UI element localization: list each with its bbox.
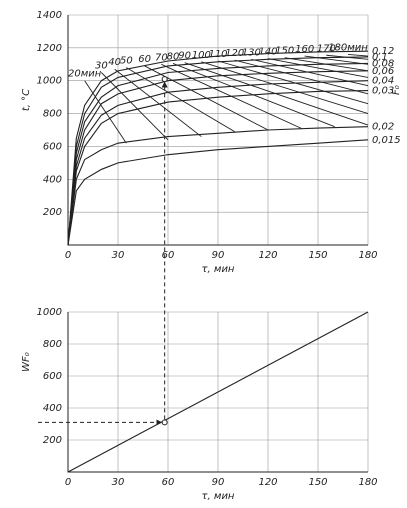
x-tick-label: 90 [212, 250, 225, 261]
isochrone-line [217, 60, 369, 105]
isochrone-line [304, 55, 369, 65]
isochrone-label: 150 [275, 46, 294, 57]
y-tick-label: 1200 [37, 43, 62, 54]
isochrone-label: 90 [178, 51, 191, 62]
isochrone-label: 40 [108, 57, 121, 68]
isochrone-label: 110 [208, 49, 227, 60]
isochrone-label: 180мин [328, 42, 368, 53]
series-label: 0,04 [372, 76, 394, 87]
x-axis-label: τ, мин [202, 264, 235, 275]
series-label: 0,1 [372, 52, 388, 63]
isochrone-label: 100 [192, 50, 211, 61]
isochrone-line [267, 58, 369, 78]
isochrone-label: 20мин [68, 69, 102, 80]
series-label: 0,015 [372, 135, 401, 146]
x-tick-label: 0 [65, 477, 71, 488]
y-tick-label: 1400 [37, 10, 62, 21]
x-tick-label: 30 [112, 477, 125, 488]
x-tick-label: 180 [358, 477, 377, 488]
isochrone-line [326, 54, 369, 60]
isochrone-label: 130 [242, 47, 261, 58]
isochrone-label: 120 [225, 48, 244, 59]
series-line [67, 80, 369, 246]
isochrone-line [144, 65, 269, 131]
x-axis-label: τ, мин [202, 491, 235, 502]
series-line [67, 56, 369, 246]
series-line [67, 70, 369, 246]
x-tick-label: 60 [162, 477, 175, 488]
y-tick-label: 600 [43, 371, 62, 382]
isochrone-label: 50 [120, 56, 133, 67]
isochrone-label: 160 [295, 44, 314, 55]
series-line [67, 311, 369, 473]
isochrone-line [251, 58, 369, 87]
x-tick-label: 120 [258, 250, 277, 261]
series-label: 0,08 [372, 58, 394, 69]
x-tick-label: 120 [258, 477, 277, 488]
series-line [67, 139, 369, 246]
x-tick-label: 150 [308, 477, 327, 488]
legend-title: F₀ [391, 85, 402, 95]
isochrone-label: 80 [167, 51, 180, 62]
isochrone-line [161, 63, 302, 129]
isochrone-line [347, 53, 369, 57]
y-tick-label: 600 [43, 141, 62, 152]
x-tick-label: 90 [212, 477, 225, 488]
x-tick-label: 150 [308, 250, 327, 261]
x-tick-label: 0 [65, 250, 71, 261]
x-tick-label: 30 [112, 250, 125, 261]
isochrone-label: 140 [258, 47, 277, 58]
y-tick-label: 200 [43, 435, 62, 446]
series-label: 0,12 [372, 46, 394, 57]
y-tick-label: 400 [43, 403, 62, 414]
y-axis-label: WF₀ [21, 352, 32, 372]
x-tick-label: 180 [358, 250, 377, 261]
isochrone-line [84, 80, 127, 144]
series-label: 0,06 [372, 66, 394, 77]
y-tick-label: 800 [43, 339, 62, 350]
series-line [67, 90, 369, 246]
x-tick-label: 60 [162, 250, 175, 261]
y-tick-label: 1000 [37, 307, 62, 318]
isochrone-label: 70 [155, 52, 168, 63]
y-axis-label: t, °C [21, 89, 32, 111]
y-tick-label: 200 [43, 207, 62, 218]
y-tick-label: 800 [43, 109, 62, 120]
isochrone-label: 30 [95, 61, 108, 72]
isochrone-label: 170 [317, 43, 336, 54]
isochrone-line [114, 68, 202, 137]
isochrone-line [184, 62, 369, 126]
reading-point [161, 419, 168, 426]
isochrone-line [101, 72, 169, 141]
isochrone-label: 60 [138, 54, 151, 65]
y-tick-label: 1000 [37, 76, 62, 87]
series-label: 0,02 [372, 122, 394, 133]
series-line [67, 62, 369, 246]
isochrone-line [172, 63, 335, 128]
isochrone-line [126, 67, 235, 133]
isochrone-line [284, 57, 369, 72]
series-line [67, 126, 369, 246]
isochrone-line [201, 61, 369, 115]
series-line [67, 50, 369, 246]
isochrone-line [234, 59, 369, 95]
y-tick-label: 400 [43, 174, 62, 185]
series-label: 0,03 [372, 86, 394, 97]
reading-point [161, 76, 168, 83]
